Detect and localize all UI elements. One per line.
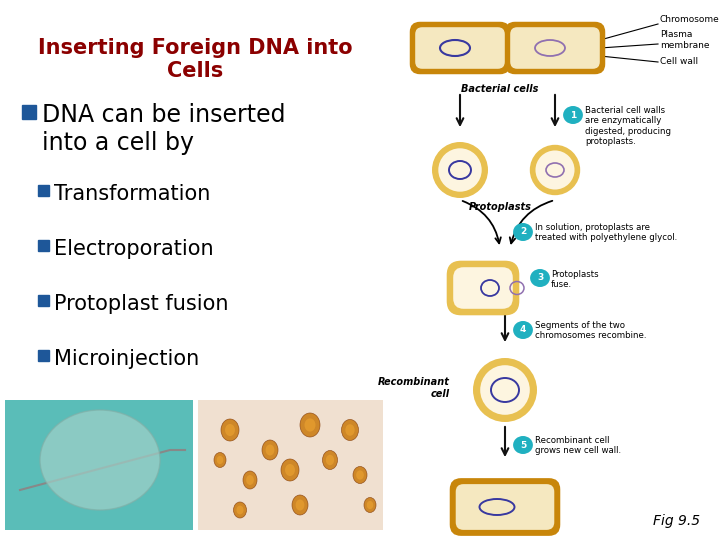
Ellipse shape: [296, 500, 305, 510]
Ellipse shape: [366, 501, 373, 509]
Ellipse shape: [563, 106, 583, 124]
Text: Recombinant cell
grows new cell wall.: Recombinant cell grows new cell wall.: [535, 436, 621, 455]
Ellipse shape: [473, 358, 537, 422]
Ellipse shape: [221, 419, 239, 441]
Ellipse shape: [323, 450, 338, 469]
FancyBboxPatch shape: [505, 22, 606, 74]
FancyBboxPatch shape: [510, 27, 600, 69]
Ellipse shape: [246, 475, 254, 485]
Text: Protoplast fusion: Protoplast fusion: [54, 294, 228, 314]
Text: Fig 9.5: Fig 9.5: [653, 514, 700, 528]
FancyBboxPatch shape: [453, 267, 513, 309]
Ellipse shape: [438, 148, 482, 192]
Ellipse shape: [356, 470, 364, 480]
Text: Chromosome: Chromosome: [660, 16, 720, 24]
FancyBboxPatch shape: [198, 400, 383, 530]
Text: Bacterial cells: Bacterial cells: [462, 84, 539, 94]
Ellipse shape: [300, 413, 320, 437]
Ellipse shape: [40, 410, 160, 510]
Ellipse shape: [233, 502, 246, 518]
FancyBboxPatch shape: [446, 261, 519, 315]
Text: 2: 2: [520, 227, 526, 237]
Ellipse shape: [243, 471, 257, 489]
Ellipse shape: [536, 151, 575, 190]
Text: Electroporation: Electroporation: [54, 239, 214, 259]
Ellipse shape: [432, 142, 488, 198]
Text: 4: 4: [520, 326, 526, 334]
Ellipse shape: [285, 464, 295, 476]
Ellipse shape: [305, 418, 315, 431]
Text: Microinjection: Microinjection: [54, 349, 199, 369]
Ellipse shape: [326, 455, 334, 465]
Ellipse shape: [341, 420, 359, 441]
Ellipse shape: [530, 269, 550, 287]
Ellipse shape: [225, 424, 235, 436]
Text: Bacterial cell walls
are enzymatically
digested, producing
protoplasts.: Bacterial cell walls are enzymatically d…: [585, 106, 671, 146]
Ellipse shape: [513, 321, 533, 339]
Text: 3: 3: [537, 273, 543, 282]
Text: Segments of the two
chromosomes recombine.: Segments of the two chromosomes recombin…: [535, 321, 647, 340]
Bar: [38, 350, 49, 361]
Text: Plasma
membrane: Plasma membrane: [660, 30, 709, 50]
FancyBboxPatch shape: [410, 22, 510, 74]
FancyBboxPatch shape: [456, 484, 554, 530]
Text: 1: 1: [570, 111, 576, 119]
Ellipse shape: [266, 444, 274, 456]
FancyBboxPatch shape: [5, 400, 193, 530]
Bar: [38, 185, 49, 196]
Ellipse shape: [346, 424, 355, 436]
Ellipse shape: [281, 459, 299, 481]
Text: Protoplasts: Protoplasts: [469, 202, 531, 212]
Ellipse shape: [353, 467, 367, 483]
Ellipse shape: [513, 223, 533, 241]
Bar: [22, 105, 36, 119]
Text: Cell wall: Cell wall: [660, 57, 698, 66]
Text: Protoplasts
fuse.: Protoplasts fuse.: [551, 270, 598, 289]
FancyBboxPatch shape: [450, 478, 560, 536]
Text: Inserting Foreign DNA into
Cells: Inserting Foreign DNA into Cells: [37, 38, 352, 81]
Ellipse shape: [513, 436, 533, 454]
Text: Transformation: Transformation: [54, 184, 210, 204]
Text: DNA can be inserted
into a cell by: DNA can be inserted into a cell by: [42, 103, 286, 155]
Ellipse shape: [480, 365, 530, 415]
Bar: [38, 295, 49, 306]
Ellipse shape: [292, 495, 308, 515]
Ellipse shape: [217, 456, 223, 464]
Ellipse shape: [262, 440, 278, 460]
Text: Recombinant
cell: Recombinant cell: [378, 377, 450, 399]
Bar: [38, 240, 49, 251]
Text: In solution, protoplasts are
treated with polyethylene glycol.: In solution, protoplasts are treated wit…: [535, 223, 678, 242]
Ellipse shape: [214, 453, 226, 468]
Ellipse shape: [236, 505, 243, 515]
Ellipse shape: [364, 497, 376, 512]
Ellipse shape: [530, 145, 580, 195]
Text: 5: 5: [520, 441, 526, 449]
FancyBboxPatch shape: [415, 27, 505, 69]
